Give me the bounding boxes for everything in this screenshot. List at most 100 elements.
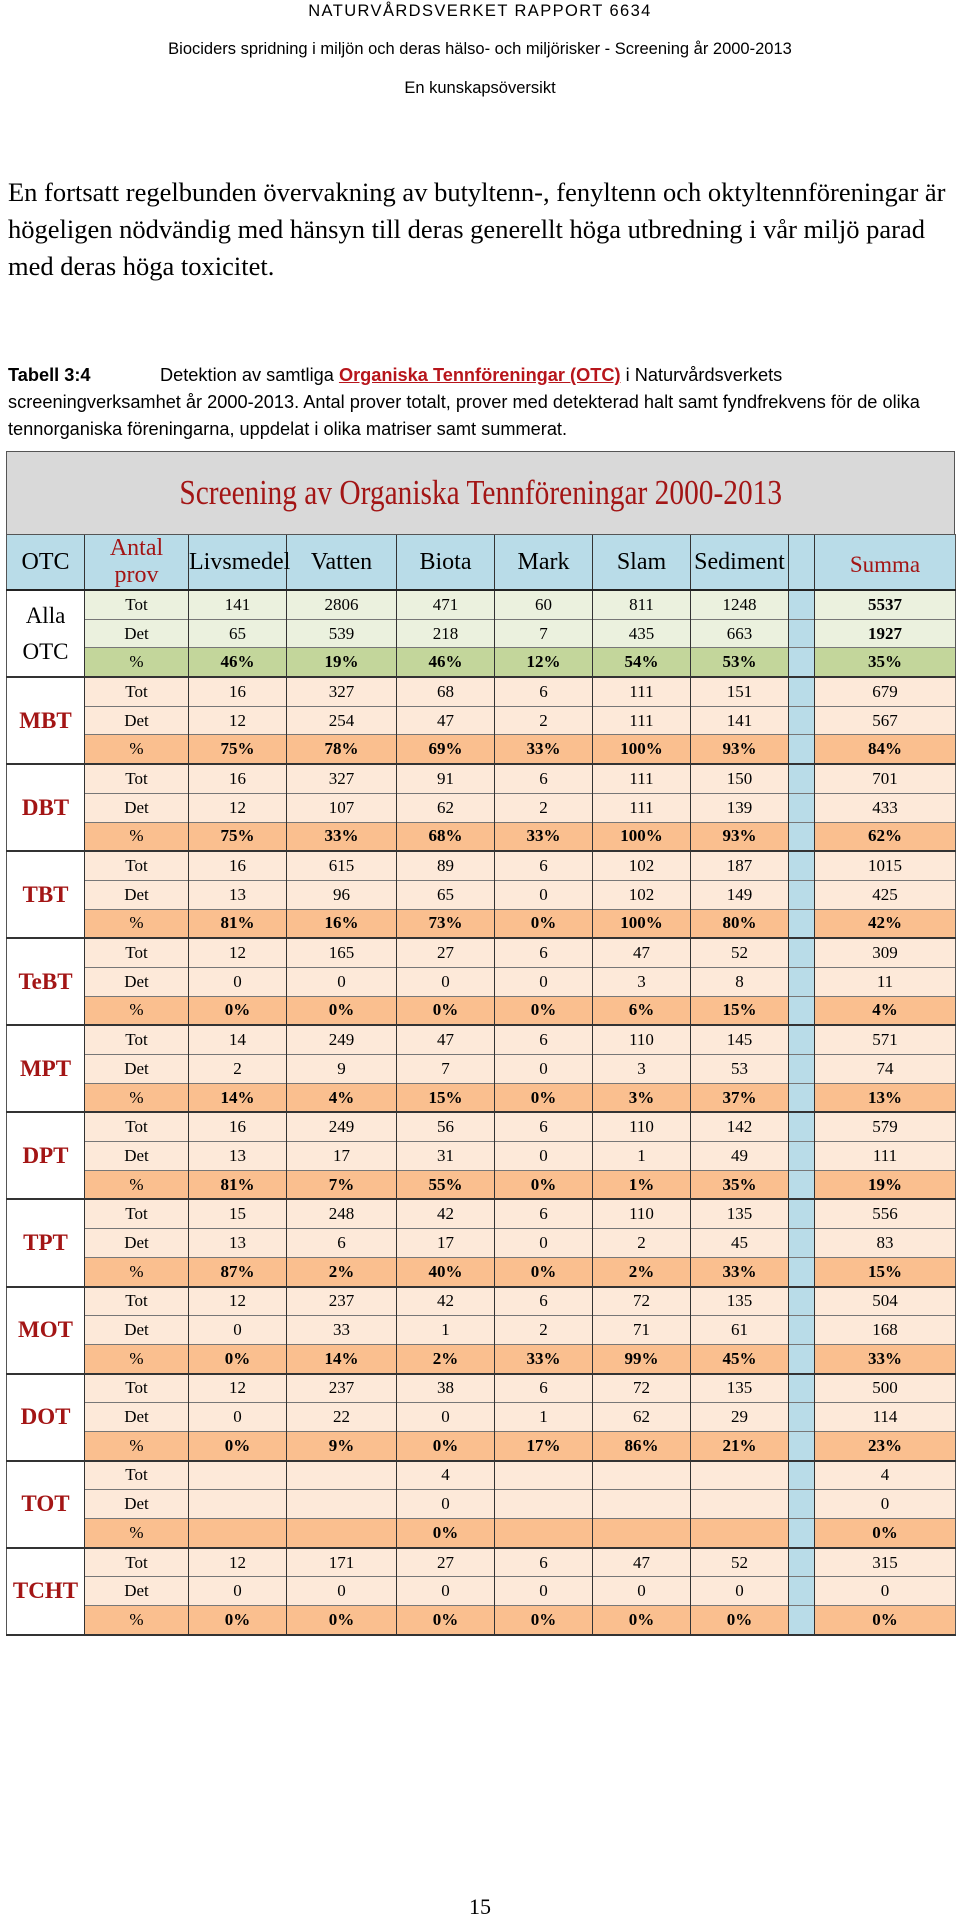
sum-cell: 4% xyxy=(814,995,956,1027)
gap-cell xyxy=(788,589,815,620)
sum-cell: 579 xyxy=(814,1111,956,1142)
table-cell: 102 xyxy=(592,879,691,910)
table-cell: 68% xyxy=(396,821,495,853)
compound-name: DBT xyxy=(6,764,85,853)
table-cell: 6 xyxy=(494,1373,593,1403)
gap-cell xyxy=(788,908,815,940)
table-row: Det 13 6 17 0 2 45 83 xyxy=(7,1228,956,1258)
table-cell: 145 xyxy=(690,1024,789,1055)
table-cell: 16 xyxy=(188,676,287,707)
table-cell: 37% xyxy=(690,1082,789,1114)
row-type-label: Det xyxy=(84,705,189,735)
row-type-label: Det xyxy=(84,1228,189,1258)
table-cell xyxy=(592,1489,691,1519)
header-otc: OTC xyxy=(6,534,85,591)
compound-name: MBT xyxy=(6,677,85,766)
table-cell: 110 xyxy=(592,1024,691,1055)
gap-cell xyxy=(788,647,815,679)
row-type-label: % xyxy=(84,1517,189,1549)
table-cell: 141 xyxy=(188,589,287,620)
gap-cell xyxy=(788,1547,815,1577)
table-cell: 81% xyxy=(188,1169,287,1201)
table-row: MOT Tot 12 237 42 6 72 135 504 xyxy=(6,1285,956,1375)
report-series-header: NATURVÅRDSVERKET RAPPORT 6634 xyxy=(308,2,652,20)
sum-cell: 309 xyxy=(814,937,956,968)
row-type-label: Tot xyxy=(84,1547,189,1577)
table-cell xyxy=(690,1517,789,1549)
table-cell: 0% xyxy=(396,995,495,1027)
table-cell: 0% xyxy=(286,995,397,1027)
header-mark: Mark xyxy=(494,534,593,591)
compound-name: MOT xyxy=(6,1286,85,1375)
row-type-label: Det xyxy=(84,879,189,910)
table-cell: 15 xyxy=(188,1198,287,1229)
table-cell: 0% xyxy=(188,995,287,1027)
table-cell: 0% xyxy=(188,1430,287,1462)
table-cell: 6 xyxy=(494,850,593,881)
table-cell: 15% xyxy=(396,1082,495,1114)
table-cell: 1 xyxy=(592,1141,691,1171)
table-cell: 14% xyxy=(286,1343,397,1375)
table-cell: 99% xyxy=(592,1343,691,1375)
sum-cell: 0% xyxy=(814,1605,956,1636)
table-cell: 33% xyxy=(494,734,593,766)
table-cell: 0 xyxy=(286,1576,397,1606)
row-type-label: Tot xyxy=(84,1373,189,1403)
row-type-label: Tot xyxy=(84,763,189,794)
row-type-label: Det xyxy=(84,1576,189,1606)
header-biota: Biota xyxy=(396,534,495,591)
table-row: % 14% 4% 15% 0% 3% 37% 13% xyxy=(7,1082,956,1114)
table-cell: 0% xyxy=(494,1169,593,1201)
gap-cell xyxy=(788,1343,815,1375)
table-cell: 13 xyxy=(188,1228,287,1258)
table-row: Det 13 17 31 0 1 49 111 xyxy=(7,1141,956,1171)
table-cell: 72 xyxy=(592,1373,691,1403)
header-gap xyxy=(788,534,815,591)
table-cell: 0 xyxy=(494,1054,593,1084)
compound-name: TCHT xyxy=(6,1547,85,1636)
table-row: Det 0 0 0 0 3 8 11 xyxy=(7,966,956,997)
gap-cell xyxy=(788,1082,815,1114)
table-row: Det 13 96 65 0 102 149 425 xyxy=(7,879,956,910)
table-cell: 0% xyxy=(494,1082,593,1114)
table-row: TOT Tot 4 4 xyxy=(6,1460,956,1549)
gap-cell xyxy=(788,1054,815,1084)
table-cell: 15% xyxy=(690,995,789,1027)
table-cell: 7 xyxy=(494,618,593,648)
sum-cell: 13% xyxy=(814,1082,956,1114)
table-cell xyxy=(286,1489,397,1519)
table-cell: 165 xyxy=(286,937,397,968)
table-cell: 102 xyxy=(592,850,691,881)
sum-cell: 168 xyxy=(814,1315,956,1345)
table-cell: 2 xyxy=(494,792,593,822)
gap-cell xyxy=(788,1605,815,1636)
table-cell: 75% xyxy=(188,734,287,766)
compound-name: TeBT xyxy=(6,938,85,1027)
sum-cell: 74 xyxy=(814,1054,956,1084)
gap-cell xyxy=(788,1256,815,1288)
table-cell: 6 xyxy=(494,937,593,968)
table-cell: 91 xyxy=(396,763,495,794)
gap-cell xyxy=(788,1489,815,1519)
table-cell xyxy=(188,1460,287,1490)
gap-cell xyxy=(788,1285,815,1316)
table-row: TCHT Tot 12 171 27 6 47 52 315 xyxy=(6,1547,956,1636)
table-cell: 0% xyxy=(188,1605,287,1636)
caption-otc-link[interactable]: Organiska Tennföreningar (OTC) xyxy=(338,365,621,385)
table-row: Det 0 0 0 0 0 0 0 xyxy=(7,1576,956,1606)
table-cell: 29 xyxy=(690,1402,789,1432)
table-cell: 149 xyxy=(690,879,789,910)
header-sediment: Sediment xyxy=(690,534,789,591)
table-cell: 7 xyxy=(396,1054,495,1084)
table-row: % 81% 16% 73% 0% 100% 80% 42% xyxy=(7,908,956,940)
table-cell: 78% xyxy=(286,734,397,766)
table-cell: 16 xyxy=(188,763,287,794)
report-title-header: Biociders spridning i miljön och deras h… xyxy=(168,40,792,58)
table-cell: 16 xyxy=(188,1111,287,1142)
table-cell: 6 xyxy=(494,1111,593,1142)
table-cell: 100% xyxy=(592,908,691,940)
table-cell: 249 xyxy=(286,1111,397,1142)
table-cell: 4% xyxy=(286,1082,397,1114)
row-type-label: Det xyxy=(84,1141,189,1171)
header-summa: Summa xyxy=(814,534,956,591)
